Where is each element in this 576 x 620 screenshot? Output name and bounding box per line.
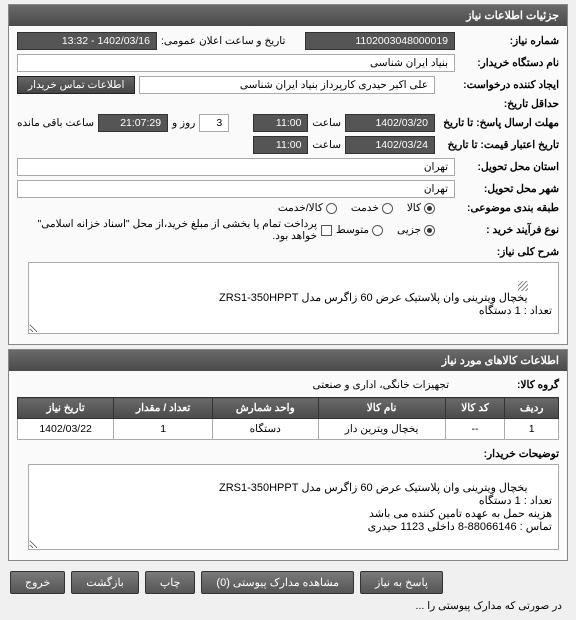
radio-label: خدمت	[351, 202, 379, 214]
table-col-header: ردیف	[505, 398, 559, 419]
table-cell: 1402/03/22	[18, 419, 114, 440]
radio-dot-icon[interactable]	[424, 225, 435, 236]
radio-dot-icon[interactable]	[382, 203, 393, 214]
details-body: شماره نیاز: 1102003048000019 تاریخ و ساع…	[9, 26, 567, 344]
reply-hour-value: 11:00	[253, 114, 308, 132]
payment-note: پرداخت تمام یا بخشی از مبلغ خرید،از محل …	[17, 218, 317, 242]
table-cell: دستگاه	[213, 419, 318, 440]
action-bar: پاسخ به نیاز مشاهده مدارک پیوستی (0) چاپ…	[0, 565, 576, 600]
table-col-header: کد کالا	[445, 398, 505, 419]
radio-label: کالا/خدمت	[278, 202, 323, 214]
payment-checkbox[interactable]	[321, 225, 332, 236]
days-value: 3	[199, 114, 229, 132]
category-radio-group: کالا خدمت کالا/خدمت	[278, 202, 435, 214]
creator-value: علی اکبر حیدری کارپرداز بنیاد ایران شناس…	[139, 76, 435, 94]
validity-label: تاریخ اعتبار قیمت: تا تاریخ	[439, 139, 559, 151]
need-no-value: 1102003048000019	[305, 32, 455, 50]
bottom-note: در صورتی که مدارک پیوستی را ...	[0, 600, 576, 620]
day-and-label: روز و	[172, 117, 195, 129]
radio-label: جزیی	[397, 224, 421, 236]
buyer-notes-text: یخچال ویترینی وان پلاستیک عرض 60 زاگرس م…	[219, 482, 552, 533]
details-header: جزئیات اطلاعات نیاز	[9, 5, 567, 26]
hour-label-1: ساعت	[312, 117, 341, 129]
details-panel: جزئیات اطلاعات نیاز شماره نیاز: 11020030…	[8, 4, 568, 345]
table-row[interactable]: 1--یخچال ویترین داردستگاه11402/03/22	[18, 419, 559, 440]
radio-option[interactable]: کالا/خدمت	[278, 202, 337, 214]
radio-dot-icon[interactable]	[424, 203, 435, 214]
reply-date-value: 1402/03/20	[345, 114, 435, 132]
table-col-header: نام کالا	[318, 398, 445, 419]
table-header-row: ردیفکد کالانام کالاواحد شمارشتعداد / مقد…	[18, 398, 559, 419]
items-panel: اطلاعات کالاهای مورد نیاز گروه کالا: تجه…	[8, 349, 568, 561]
remaining-label: ساعت باقی مانده	[17, 117, 94, 129]
table-cell: --	[445, 419, 505, 440]
pub-datetime-label: تاریخ و ساعت اعلان عمومی:	[161, 35, 285, 47]
category-label: طبقه بندی موضوعی:	[439, 202, 559, 214]
radio-option[interactable]: جزیی	[397, 224, 435, 236]
buyer-notes-label: توضیحات خریدار:	[459, 448, 559, 460]
del-city-value: تهران	[17, 180, 455, 198]
need-desc-textarea[interactable]: یخچال ویترینی وان پلاستیک عرض 60 زاگرس م…	[28, 262, 559, 334]
table-col-header: تاریخ نیاز	[18, 398, 114, 419]
items-table: ردیفکد کالانام کالاواحد شمارشتعداد / مقد…	[17, 397, 559, 440]
del-city-label: شهر محل تحویل:	[459, 183, 559, 195]
pub-datetime-value: 1402/03/16 - 13:32	[17, 32, 157, 50]
buy-process-label: نوع فرآیند خرید :	[439, 224, 559, 236]
view-attachments-button[interactable]: مشاهده مدارک پیوستی (0)	[201, 571, 354, 594]
deadline-label: حداقل تاریخ:	[459, 98, 559, 110]
resize-icon[interactable]	[518, 281, 528, 291]
table-cell: یخچال ویترین دار	[318, 419, 445, 440]
radio-dot-icon[interactable]	[326, 203, 337, 214]
need-desc-text: یخچال ویترینی وان پلاستیک عرض 60 زاگرس م…	[219, 292, 552, 317]
table-cell: 1	[114, 419, 213, 440]
hour-label-2: ساعت	[312, 139, 341, 151]
req-city-value: تهران	[17, 158, 455, 176]
item-group-value: تجهیزات خانگی، اداری و صنعتی	[307, 377, 455, 393]
item-group-label: گروه کالا:	[459, 379, 559, 391]
creator-label: ایجاد کننده درخواست:	[439, 79, 559, 91]
remain-clock-value: 21:07:29	[98, 114, 168, 132]
req-city-label: استان محل تحویل:	[459, 161, 559, 173]
need-no-label: شماره نیاز:	[459, 35, 559, 47]
table-cell: 1	[505, 419, 559, 440]
contact-info-button[interactable]: اطلاعات تماس خریدار	[17, 76, 135, 94]
validity-date-value: 1402/03/24	[345, 136, 435, 154]
buyer-org-value: بنیاد ایران شناسی	[17, 54, 455, 72]
respond-button[interactable]: پاسخ به نیاز	[360, 571, 443, 594]
print-button[interactable]: چاپ	[145, 571, 196, 594]
process-radio-group: جزیی متوسط	[336, 224, 435, 236]
table-col-header: واحد شمارش	[213, 398, 318, 419]
radio-option[interactable]: کالا	[407, 202, 435, 214]
radio-option[interactable]: خدمت	[351, 202, 393, 214]
table-col-header: تعداد / مقدار	[114, 398, 213, 419]
items-header: اطلاعات کالاهای مورد نیاز	[9, 350, 567, 371]
radio-dot-icon[interactable]	[372, 225, 383, 236]
reply-deadline-label: مهلت ارسال پاسخ: تا تاریخ	[439, 117, 559, 129]
buyer-org-label: نام دستگاه خریدار:	[459, 57, 559, 69]
radio-label: کالا	[407, 202, 421, 214]
need-desc-label: شرح کلی نیاز:	[459, 246, 559, 258]
buyer-notes-textarea[interactable]: یخچال ویترینی وان پلاستیک عرض 60 زاگرس م…	[28, 464, 559, 550]
radio-option[interactable]: متوسط	[336, 224, 383, 236]
back-button[interactable]: بازگشت	[71, 571, 139, 594]
items-body: گروه کالا: تجهیزات خانگی، اداری و صنعتی …	[9, 371, 567, 560]
radio-label: متوسط	[336, 224, 369, 236]
exit-button[interactable]: خروج	[10, 571, 65, 594]
validity-hour-value: 11:00	[253, 136, 308, 154]
